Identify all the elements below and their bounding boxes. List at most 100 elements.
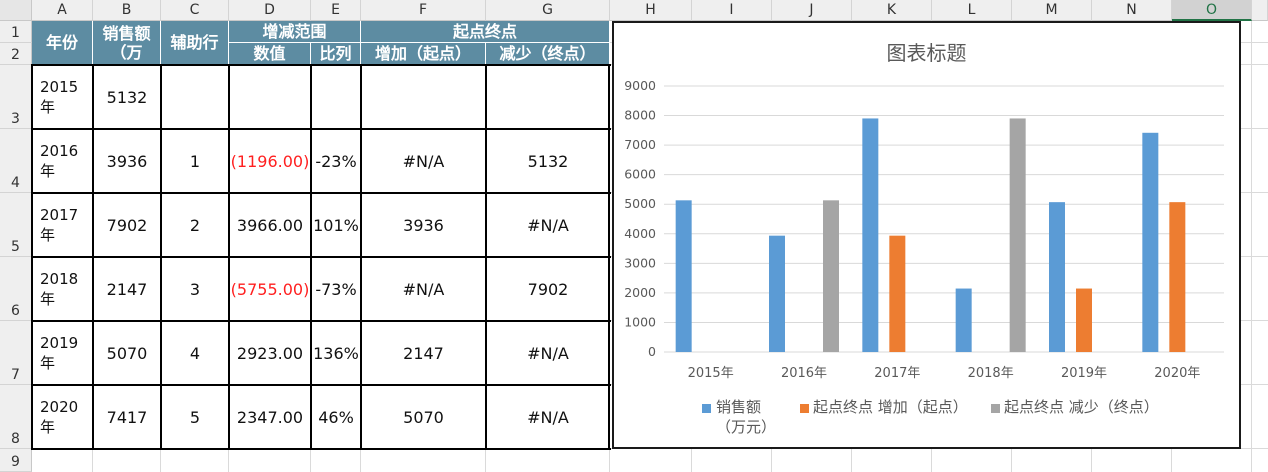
cell-helper[interactable] bbox=[161, 65, 229, 129]
row-header-3[interactable]: 3 bbox=[0, 65, 32, 129]
x-tick-label: 2018年 bbox=[968, 366, 1014, 381]
y-tick-label: 0 bbox=[648, 344, 656, 359]
cell-sales[interactable]: 5070 bbox=[106, 343, 148, 363]
bar-series1 bbox=[769, 235, 785, 352]
row-header-6[interactable]: 6 bbox=[0, 257, 32, 321]
cell-ratio[interactable]: 46% bbox=[318, 407, 354, 427]
bar-series1 bbox=[862, 118, 879, 353]
column-header-a[interactable]: A bbox=[32, 0, 93, 21]
header-decrease[interactable]: 减少（终点） bbox=[486, 43, 610, 65]
cell-helper[interactable]: 3 bbox=[189, 279, 201, 299]
cell-ratio[interactable]: 101% bbox=[313, 215, 359, 235]
cell-decrease[interactable]: #N/A bbox=[527, 407, 569, 427]
cell-decrease[interactable] bbox=[486, 65, 610, 129]
cell-year[interactable]: 2016年 bbox=[40, 141, 79, 180]
bar-series2 bbox=[1076, 288, 1092, 352]
cell-year[interactable]: 2015年 bbox=[40, 77, 79, 116]
cell-decrease[interactable]: 7902 bbox=[527, 279, 569, 299]
column-header-b[interactable]: B bbox=[93, 0, 161, 21]
column-header-h[interactable]: H bbox=[610, 0, 692, 21]
table-border-horizontal bbox=[31, 320, 611, 322]
chart-title[interactable]: 图表标题 bbox=[886, 41, 967, 65]
bar-series1 bbox=[1142, 132, 1159, 352]
cell-helper[interactable]: 5 bbox=[189, 407, 201, 427]
column-header-d[interactable]: D bbox=[229, 0, 311, 21]
table-border-horizontal bbox=[31, 64, 611, 66]
y-tick-label: 7000 bbox=[624, 137, 656, 152]
cell-increase[interactable]: #N/A bbox=[402, 151, 445, 171]
column-header-l[interactable]: L bbox=[932, 0, 1012, 21]
cell-value[interactable]: 2923.00 bbox=[236, 343, 304, 363]
cell-value[interactable]: (5755.00) bbox=[230, 279, 310, 299]
y-tick-label: 6000 bbox=[624, 167, 656, 182]
header-endpoints[interactable]: 起点终点 bbox=[361, 21, 610, 43]
row-header-1[interactable]: 1 bbox=[0, 21, 32, 43]
y-tick-label: 4000 bbox=[624, 226, 656, 241]
bar-chart[interactable]: 图表标题 0 1000 2000 3000 4000 5000 6000 7000 8000 90… bbox=[612, 21, 1241, 449]
cell-sales[interactable]: 7417 bbox=[106, 407, 148, 427]
legend-label-sales: 销售额（万元） bbox=[716, 398, 777, 436]
header-ratio[interactable]: 比列 bbox=[311, 43, 361, 65]
column-header-e[interactable]: E bbox=[311, 0, 361, 21]
cell-ratio[interactable] bbox=[311, 65, 361, 129]
column-header-n[interactable]: N bbox=[1092, 0, 1172, 21]
column-header-g[interactable]: G bbox=[486, 0, 610, 21]
cell-year[interactable]: 2017年 bbox=[40, 205, 79, 244]
cell-value[interactable]: 2347.00 bbox=[236, 407, 304, 427]
row-header-9[interactable]: 9 bbox=[0, 449, 32, 472]
cell-value[interactable] bbox=[229, 65, 311, 129]
cell-helper[interactable]: 4 bbox=[189, 343, 201, 363]
cell-ratio[interactable]: -23% bbox=[315, 151, 357, 171]
row-header-8[interactable]: 8 bbox=[0, 385, 32, 449]
column-header-k[interactable]: K bbox=[852, 0, 932, 21]
table-border-horizontal bbox=[31, 192, 611, 194]
row-header-7[interactable]: 7 bbox=[0, 321, 32, 385]
column-header-i[interactable]: I bbox=[692, 0, 772, 21]
cell-sales[interactable]: 7902 bbox=[106, 215, 148, 235]
cell-increase[interactable]: 5070 bbox=[403, 407, 444, 427]
legend-label-increase: 起点终点 增加（起点） bbox=[813, 398, 968, 416]
row-header-5[interactable]: 5 bbox=[0, 193, 32, 257]
bar-series3 bbox=[823, 200, 839, 352]
chart-legend[interactable]: 销售额（万元） 起点终点 增加（起点） 起点终点 减少（终点） bbox=[700, 397, 1240, 445]
header-year[interactable]: 年份 bbox=[32, 21, 93, 65]
cell-decrease[interactable]: #N/A bbox=[527, 343, 569, 363]
column-header-o[interactable]: O bbox=[1172, 0, 1252, 21]
cell-year[interactable]: 2018年 bbox=[40, 269, 79, 308]
column-header-j[interactable]: J bbox=[772, 0, 852, 21]
cell-year[interactable]: 2019年 bbox=[40, 333, 79, 372]
cell-increase[interactable]: #N/A bbox=[402, 279, 445, 299]
cell-decrease[interactable]: 5132 bbox=[527, 151, 569, 171]
cell-increase[interactable]: 2147 bbox=[403, 343, 444, 363]
cell-ratio[interactable]: 136% bbox=[313, 343, 359, 363]
cell-decrease[interactable]: #N/A bbox=[527, 215, 569, 235]
cell-value[interactable]: 3966.00 bbox=[236, 215, 304, 235]
y-tick-label: 5000 bbox=[624, 196, 656, 211]
header-sales[interactable]: 销售额（万 bbox=[93, 21, 161, 65]
y-tick-label: 8000 bbox=[624, 108, 656, 123]
cell-value[interactable]: (1196.00) bbox=[230, 151, 310, 171]
cell-increase[interactable]: 3936 bbox=[403, 215, 444, 235]
cell-sales[interactable]: 2147 bbox=[106, 279, 148, 299]
legend-swatch-decrease bbox=[991, 404, 1000, 413]
header-increase[interactable]: 增加（起点） bbox=[361, 43, 486, 65]
cell-helper[interactable]: 1 bbox=[189, 151, 201, 171]
cell-helper[interactable]: 2 bbox=[189, 215, 201, 235]
bar-series3 bbox=[1009, 118, 1026, 353]
row-header-4[interactable]: 4 bbox=[0, 129, 32, 193]
row-header-2[interactable]: 2 bbox=[0, 43, 32, 65]
column-header-c[interactable]: C bbox=[161, 0, 229, 21]
cell-sales[interactable]: 3936 bbox=[106, 151, 148, 171]
column-header-m[interactable]: M bbox=[1012, 0, 1092, 21]
column-header-f[interactable]: F bbox=[361, 0, 486, 21]
header-helper[interactable]: 辅助行 bbox=[161, 21, 229, 65]
cell-sales[interactable]: 5132 bbox=[106, 87, 148, 107]
bar-series1 bbox=[1049, 202, 1065, 352]
cell-ratio[interactable]: -73% bbox=[315, 279, 357, 299]
cell-increase[interactable] bbox=[361, 65, 486, 129]
header-range[interactable]: 增减范围 bbox=[229, 21, 361, 43]
select-all-corner[interactable] bbox=[0, 0, 32, 21]
cell-year[interactable]: 2020年 bbox=[40, 397, 79, 436]
y-tick-label: 1000 bbox=[624, 314, 656, 329]
header-value[interactable]: 数值 bbox=[229, 43, 311, 65]
